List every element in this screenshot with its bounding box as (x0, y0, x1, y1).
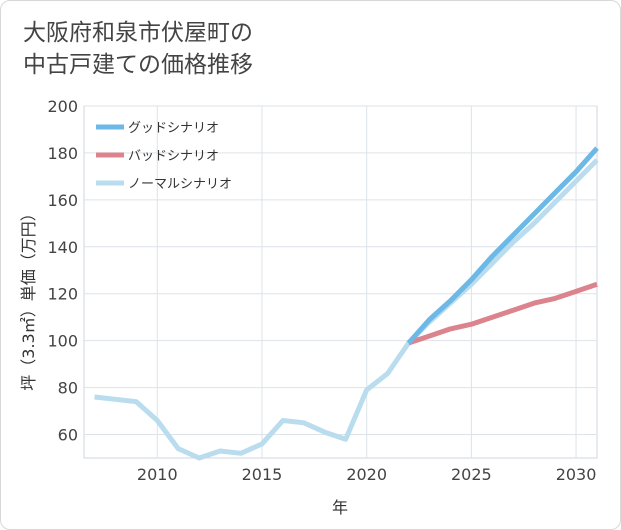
y-tick-label: 100 (47, 332, 78, 351)
series-line-0 (406, 146, 599, 345)
legend-label-2: ノーマルシナリオ (128, 177, 232, 192)
chart-title-line2: 中古戸建ての価格推移 (23, 52, 253, 78)
x-tick-label: 2015 (242, 465, 283, 484)
y-axis-label: 坪（3.3㎡）単価（万円） (19, 205, 38, 390)
x-tick-label: 2020 (346, 465, 387, 484)
series-line-2 (94, 158, 599, 461)
x-axis-label: 年 (332, 498, 348, 517)
y-tick-label: 180 (47, 144, 78, 163)
series-line-1 (407, 281, 598, 346)
legend-label-0: グッドシナリオ (128, 121, 219, 136)
y-tick-label: 200 (47, 97, 78, 116)
chart-title-line1: 大阪府和泉市伏屋町の (23, 20, 253, 46)
y-tick-label: 140 (47, 238, 78, 257)
chart-title: 大阪府和泉市伏屋町の 中古戸建ての価格推移 (23, 17, 253, 81)
series-lines (94, 146, 599, 461)
y-tick-label: 60 (58, 426, 78, 445)
x-tick-label: 2010 (137, 465, 178, 484)
x-tick-label: 2025 (451, 465, 492, 484)
tick-labels: 60 80 100 120 140 160 180 200 2010 2015 2020 2025 20… (47, 97, 596, 484)
y-tick-label: 120 (47, 285, 78, 304)
x-tick-label: 2030 (556, 465, 597, 484)
y-tick-label: 160 (47, 191, 78, 210)
y-tick-label: 80 (58, 379, 78, 398)
legend-label-1: バッドシナリオ (128, 149, 219, 164)
